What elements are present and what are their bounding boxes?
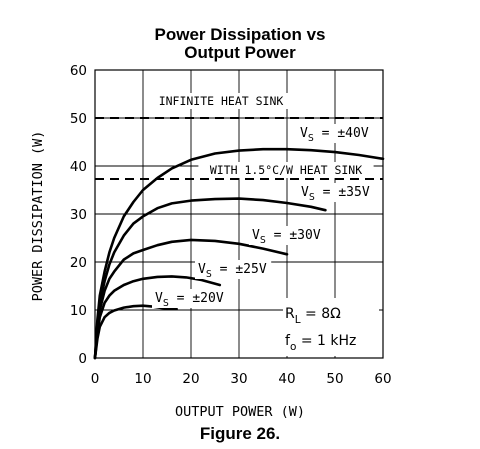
reference-lines	[95, 117, 383, 180]
y-tick-label: 0	[78, 351, 87, 367]
series-line	[93, 147, 385, 360]
chart-title-line-1: Power Dissipation vs	[154, 25, 326, 44]
figure-caption: Figure 26.	[199, 424, 281, 443]
series-label: VS = ±25V	[198, 262, 267, 280]
label-background	[297, 124, 374, 143]
x-tick-label: 50	[326, 371, 343, 387]
label-background	[249, 226, 326, 245]
x-tick-label: 40	[278, 371, 295, 387]
annotation-background	[283, 298, 379, 356]
series-line	[93, 275, 222, 360]
series-label: VS = ±20V	[155, 291, 224, 309]
y-tick-label: 60	[70, 63, 87, 79]
label-background	[148, 93, 294, 109]
series-line	[93, 238, 289, 360]
axis-ticks: 0 10 20 30 40 50 60 0 10 20 30 40 50 60	[70, 63, 392, 387]
annotation-text: fo = 1 kHz	[285, 333, 356, 353]
x-tick-label: 10	[134, 371, 151, 387]
series-label: VS = ±40V	[300, 126, 369, 144]
y-tick-label: 50	[70, 111, 87, 127]
chart-labels: INFINITE HEAT SINK WITH 1.5°C/W HEAT SINK…	[148, 93, 375, 309]
x-tick-label: 30	[230, 371, 247, 387]
y-tick-label: 10	[70, 303, 87, 319]
series-line	[93, 197, 327, 360]
reference-line-label: INFINITE HEAT SINK	[159, 94, 284, 108]
x-axis-label: OUTPUT POWER (W)	[175, 404, 305, 420]
reference-line-label: WITH 1.5°C/W HEAT SINK	[210, 163, 362, 177]
label-background	[298, 183, 375, 202]
chart-plot: 0 10 20 30 40 50 60 0 10 20 30 40 50 60 INFINITE HEAT…	[30, 63, 392, 420]
annotation-text: RL = 8Ω	[285, 306, 341, 326]
y-axis-label: POWER DISSIPATION (W)	[30, 131, 46, 302]
y-tick-label: 40	[70, 159, 87, 175]
y-tick-label: 20	[70, 255, 87, 271]
series-label: VS = ±30V	[252, 228, 321, 246]
x-tick-label: 20	[182, 371, 199, 387]
x-tick-label: 60	[374, 371, 391, 387]
label-background	[198, 162, 374, 178]
series-label: VS = ±35V	[301, 185, 370, 203]
plot-frame	[94, 69, 384, 359]
chart-title-line-2: Output Power	[184, 43, 296, 62]
x-tick-label: 0	[91, 371, 100, 387]
label-background	[152, 289, 229, 308]
series-line	[93, 304, 178, 360]
chart-annotations: RL = 8Ω fo = 1 kHz	[283, 298, 379, 356]
label-background	[195, 260, 272, 279]
y-tick-label: 30	[70, 207, 87, 223]
